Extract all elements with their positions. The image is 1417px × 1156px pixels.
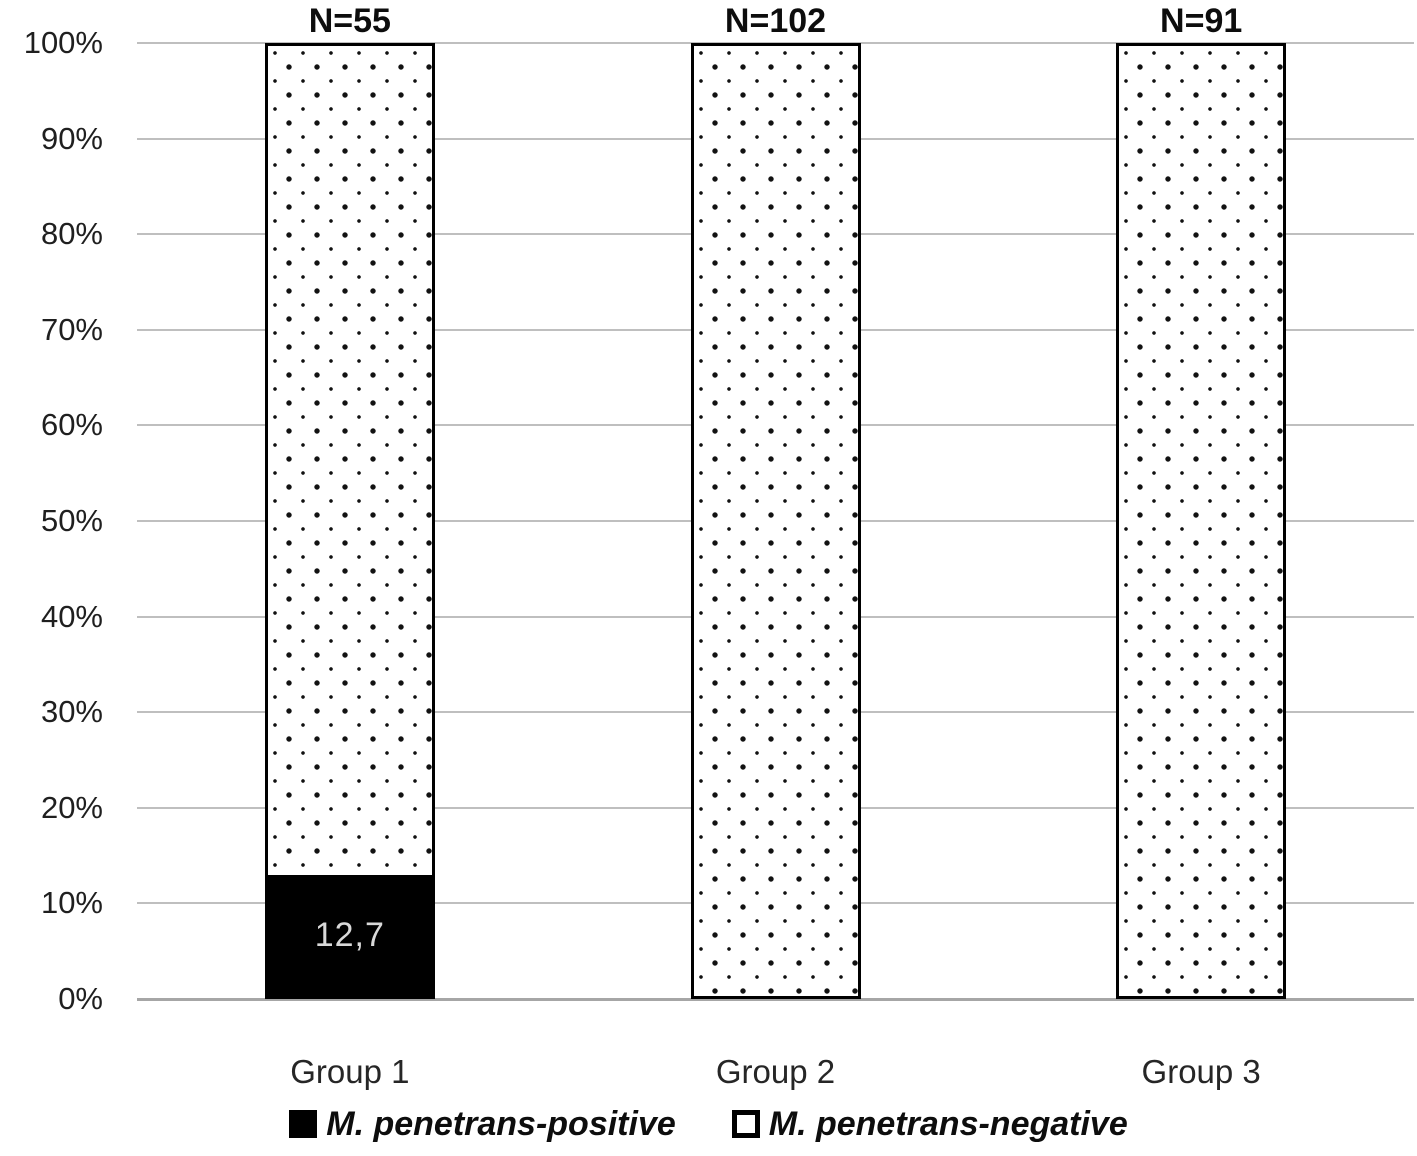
- segment-positive: 12,7: [267, 875, 432, 996]
- bar-count-label: N=91: [1160, 2, 1243, 40]
- bar-count-label: N=102: [724, 2, 827, 40]
- category-label: Group 2: [715, 1053, 836, 1090]
- x-axis-line: [137, 998, 1414, 1001]
- legend-swatch-solid-black-icon: [289, 1110, 318, 1138]
- y-tick-label: 50%: [40, 503, 103, 538]
- legend-item-positive: M. penetrans-positive: [289, 1105, 676, 1144]
- bar-1: 12,7: [264, 43, 435, 999]
- bar-count-label: N=55: [308, 2, 391, 40]
- category-label: Group 3: [1141, 1053, 1261, 1090]
- y-tick-label: 20%: [40, 789, 103, 825]
- bar-2: [690, 43, 861, 999]
- y-tick-label: 60%: [40, 407, 103, 443]
- legend: M. penetrans-positive M. penetrans-negati…: [0, 1098, 1417, 1150]
- segment-data-label: 12,7: [314, 916, 385, 955]
- y-tick-label: 10%: [40, 885, 103, 921]
- legend-swatch-dotted-white-icon: [731, 1110, 760, 1138]
- y-tick-label: 90%: [40, 120, 103, 156]
- y-tick-label: 40%: [40, 598, 103, 634]
- y-tick-label: 100%: [23, 25, 103, 60]
- y-tick-label: 30%: [40, 694, 103, 730]
- category-label: Group 1: [290, 1053, 410, 1090]
- legend-label: M. penetrans-negative: [768, 1104, 1128, 1143]
- y-tick-label: 0%: [58, 981, 103, 1016]
- legend-label: M. penetrans-positive: [326, 1104, 676, 1143]
- y-tick-label: 70%: [40, 311, 103, 347]
- legend-item-negative: M. penetrans-negative: [731, 1104, 1128, 1144]
- y-tick-label: 80%: [40, 216, 103, 252]
- bar-3: [1116, 43, 1287, 999]
